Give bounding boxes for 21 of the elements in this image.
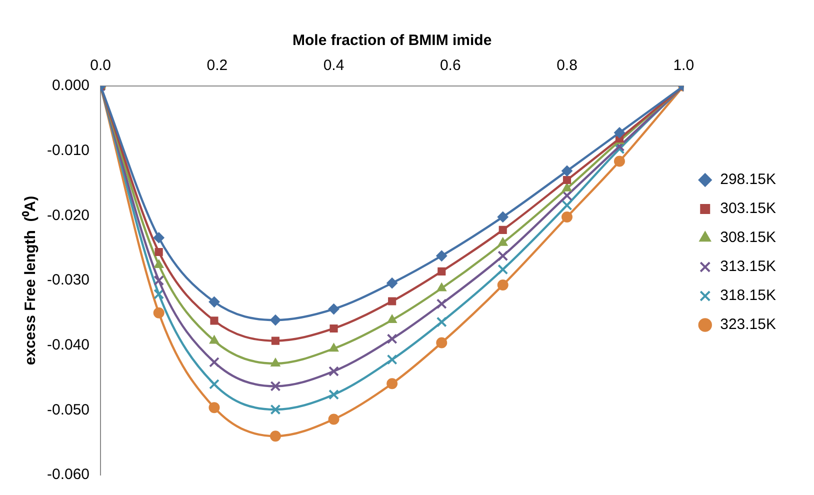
y-tick-label: -0.020 [46, 206, 90, 224]
y-tick-label: 0.000 [52, 77, 90, 94]
x-tick-label: 0.8 [556, 57, 578, 74]
y-tick-label: -0.040 [46, 336, 90, 354]
x-tick-label: 1.0 [673, 57, 694, 74]
x-tick-label: 0.2 [206, 57, 228, 74]
legend-label: 298.15K [720, 171, 776, 188]
y-tick-label: -0.050 [46, 401, 90, 418]
x-axis-title: Mole fraction of BMIM imide [292, 32, 492, 50]
x-tick-label: 0.6 [440, 57, 461, 74]
legend-label: 308.15K [720, 229, 776, 246]
legend-label: 323.15K [720, 316, 776, 334]
y-tick-label: -0.060 [46, 466, 90, 484]
y-tick-label: -0.030 [46, 272, 90, 289]
x-tick-label: 0.0 [90, 57, 111, 74]
y-tick-label: -0.010 [46, 142, 90, 159]
y-axis-title: excess Free length (⁰A) [21, 196, 40, 366]
legend-label: 303.15K [720, 200, 776, 218]
legend-label: 318.15K [720, 287, 776, 304]
legend-label: 313.15K [720, 258, 776, 276]
x-tick-label: 0.4 [323, 57, 344, 74]
